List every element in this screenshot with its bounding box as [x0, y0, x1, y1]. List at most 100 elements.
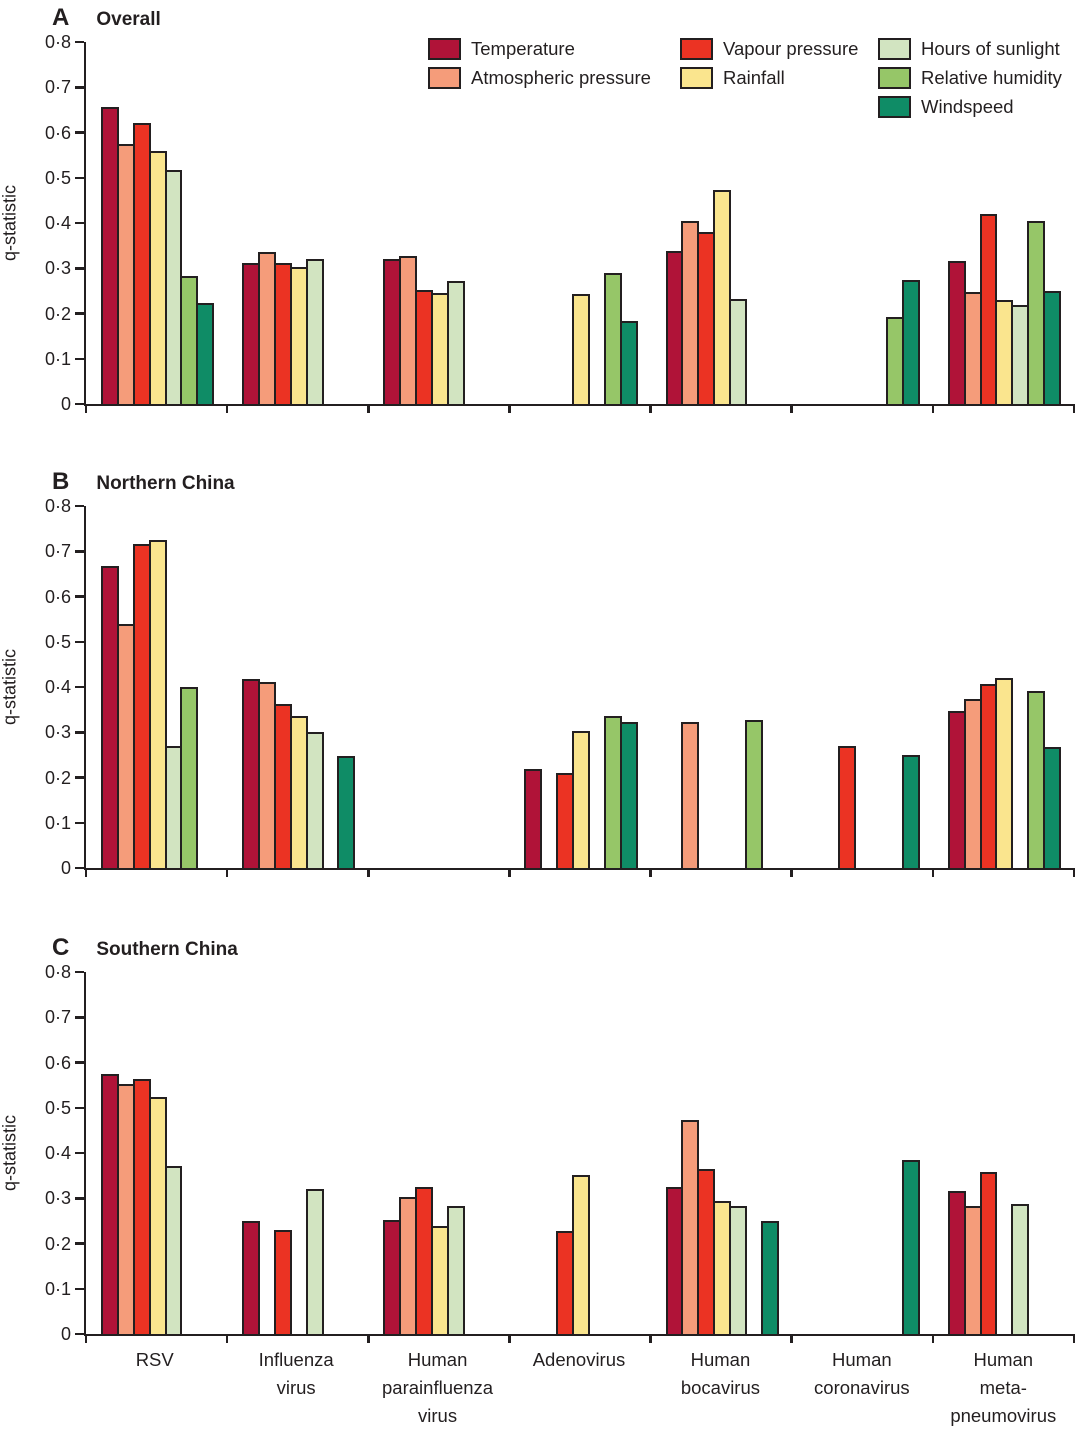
- legend-item-temperature: Temperature: [428, 34, 651, 63]
- x-tick-mark: [1072, 868, 1076, 877]
- rainfall-swatch-icon: [680, 66, 713, 89]
- y-tick-mark: [74, 131, 84, 134]
- legend-item-hours-of-sunlight: Hours of sunlight: [878, 34, 1062, 63]
- y-tick-mark: [74, 1151, 84, 1155]
- bar-hours-of-sunlight-human-parainfluenza-virus: [446, 280, 465, 404]
- x-tick-mark: [84, 404, 88, 413]
- x-category-label-line: pneumovirus: [950, 1405, 1057, 1426]
- plot-area-northern-china: q-statistic 0 0·1 0·2 0·3 0·4 0·5 0·6 0·7 0·8: [0, 496, 1076, 878]
- legend-label: Temperature: [471, 37, 575, 59]
- x-tick-mark: [508, 1334, 511, 1343]
- y-axis-label: q-statistic: [0, 184, 20, 262]
- legend-label: Vapour pressure: [723, 37, 859, 59]
- bar-hours-of-sunlight-human-bocavirus: [729, 1205, 747, 1334]
- bar-windspeed-human-coronavirus: [901, 754, 920, 868]
- y-tick-mark: [74, 1287, 84, 1290]
- bar-hours-of-sunlight-rsv: [164, 1165, 183, 1334]
- bar-windspeed-human-bocavirus: [760, 1220, 779, 1334]
- x-category-label-influenza-virus: Influenza virus: [225, 1346, 366, 1430]
- x-category-label-line: virus: [418, 1405, 458, 1426]
- x-category-label-human-parainfluenza-virus: Human parainfluenza virus: [367, 1346, 508, 1430]
- y-tick-mark: [74, 685, 84, 689]
- bar-windspeed-human-coronavirus: [901, 1159, 920, 1334]
- y-tick-mark: [74, 1106, 84, 1109]
- panel-title: C Southern China: [0, 934, 1080, 964]
- y-axis-label: q-statistic: [0, 1114, 20, 1192]
- x-tick-mark: [649, 404, 652, 413]
- y-tick-mark: [74, 640, 84, 643]
- y-tick-mark: [74, 86, 84, 89]
- x-category-label-line: bocavirus: [680, 1377, 761, 1398]
- y-tick-mark: [74, 595, 84, 598]
- x-category-label-line: Influenza: [258, 1349, 334, 1370]
- y-tick-mark: [74, 1242, 84, 1245]
- plot-area-southern-china: q-statistic 0 0·1 0·2 0·3 0·4 0·5 0·6 0·7 0·8: [0, 962, 1076, 1344]
- panel-letter: C: [52, 934, 70, 961]
- y-tick-label: 0·8: [44, 32, 71, 52]
- y-tick-label: 0·3: [44, 1188, 71, 1209]
- bar-relative-humidity-human-bocavirus: [744, 719, 763, 868]
- y-tick-mark: [74, 821, 84, 824]
- y-tick-mark: [74, 176, 84, 179]
- x-category-label-human-bocavirus: Human bocavirus: [650, 1346, 791, 1430]
- x-tick-mark: [931, 404, 935, 413]
- y-tick-label: 0·4: [44, 1143, 71, 1163]
- y-tick-label: 0·2: [44, 1233, 71, 1254]
- panel-letter: B: [52, 468, 70, 495]
- y-tick-label: 0·6: [44, 122, 71, 143]
- atmospheric-pressure-swatch-icon: [428, 66, 461, 89]
- y-tick-mark: [74, 1332, 84, 1336]
- y-tick-mark: [74, 312, 84, 315]
- x-category-label-line: Human: [690, 1349, 751, 1370]
- legend-label: Relative humidity: [921, 66, 1062, 88]
- panel-southern-china: C Southern China q-statistic 0 0·1 0·2 0·3 0…: [0, 934, 1080, 1344]
- bar-vapour-pressure-human-coronavirus: [838, 745, 857, 868]
- x-tick-mark: [649, 1334, 652, 1343]
- x-category-label-line: Human: [832, 1349, 892, 1370]
- y-tick-mark: [74, 357, 84, 360]
- panel-overall: A Overall q-statistic 0 0·1 0·2 0·3 0·4 0·5 0·…: [0, 4, 1080, 414]
- bar-windspeed-adenovirus: [619, 320, 638, 404]
- legend-label: Windspeed: [921, 95, 1014, 117]
- x-tick-mark: [649, 868, 652, 877]
- vapour-pressure-swatch-icon: [680, 37, 713, 60]
- y-tick-label: 0·8: [44, 496, 71, 516]
- bar-atmospheric-pressure-human-bocavirus: [681, 722, 700, 868]
- bar-vapour-pressure-influenza-virus: [273, 1229, 292, 1334]
- x-tick-mark: [84, 868, 88, 877]
- y-tick-label: 0·1: [44, 1278, 71, 1299]
- legend-column: Vapour pressure Rainfall: [680, 34, 858, 92]
- y-tick-mark: [74, 1061, 84, 1064]
- y-tick-label: 0: [60, 1324, 71, 1344]
- x-category-label-line: coronavirus: [814, 1377, 910, 1398]
- y-tick-mark: [74, 1016, 84, 1019]
- y-tick-mark: [74, 731, 84, 734]
- bar-hours-of-sunlight-human-meta-pneumovirus: [1011, 1203, 1030, 1334]
- bar-rainfall-rsv: [148, 540, 167, 868]
- x-category-label-line: virus: [276, 1377, 316, 1398]
- x-tick-mark: [225, 404, 229, 413]
- x-tick-mark: [931, 868, 935, 877]
- bar-rainfall-adenovirus: [572, 294, 590, 404]
- y-tick-label: 0·4: [44, 677, 71, 697]
- x-tick-mark: [1072, 404, 1076, 413]
- legend-label: Atmospheric pressure: [471, 66, 651, 88]
- x-category-label-line: parainfluenza: [382, 1377, 494, 1398]
- bar-relative-humidity-rsv: [180, 687, 199, 868]
- legend-label: Rainfall: [723, 66, 785, 88]
- x-category-label-line: Human: [973, 1349, 1034, 1370]
- bar-temperature-influenza-virus: [242, 1220, 261, 1334]
- y-tick-label: 0·3: [44, 722, 71, 743]
- bar-vapour-pressure-human-meta-pneumovirus: [979, 1172, 998, 1334]
- x-category-label-adenovirus: Adenovirus: [508, 1346, 649, 1430]
- bar-hours-of-sunlight-human-bocavirus: [729, 299, 747, 404]
- y-tick-label: 0·6: [44, 586, 71, 607]
- y-tick-mark: [74, 1197, 84, 1200]
- y-tick-label: 0·7: [44, 1007, 71, 1028]
- y-tick-label: 0: [60, 394, 71, 414]
- x-tick-mark: [508, 868, 511, 877]
- legend-item-vapour-pressure: Vapour pressure: [680, 34, 858, 63]
- bar-rainfall-human-bocavirus: [713, 190, 732, 404]
- bar-rainfall-adenovirus: [572, 731, 590, 868]
- bar-rainfall-adenovirus: [572, 1174, 590, 1334]
